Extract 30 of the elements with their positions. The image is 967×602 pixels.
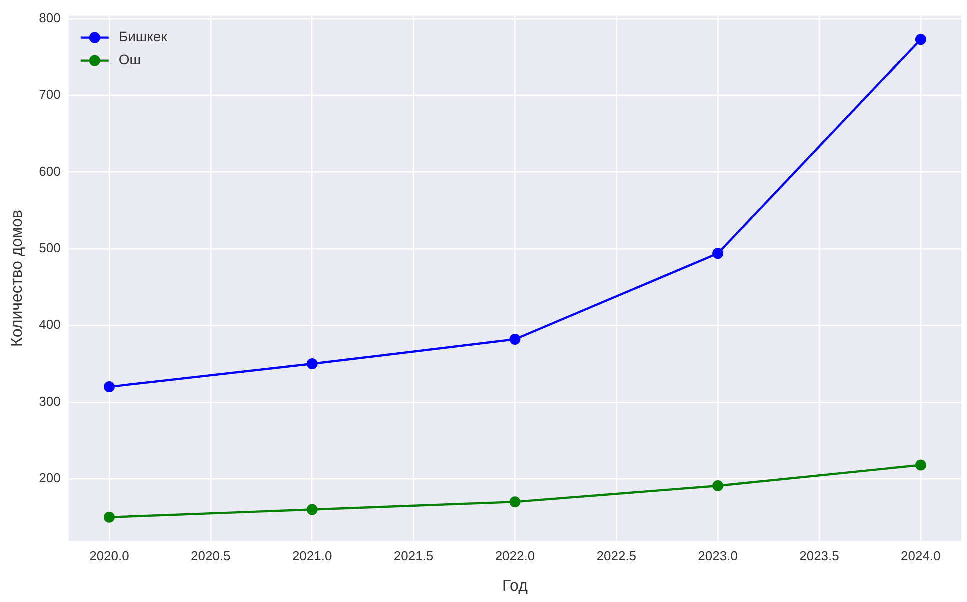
point bbox=[104, 382, 115, 393]
x-tick-label: 2023.5 bbox=[800, 548, 840, 564]
y-axis-title: Количество домов bbox=[9, 210, 26, 347]
x-tick-label: 2022.5 bbox=[596, 548, 637, 564]
point bbox=[915, 34, 926, 46]
point bbox=[510, 496, 521, 508]
y-tick-label: 700 bbox=[39, 87, 61, 102]
x-tick-label: 2020.5 bbox=[191, 548, 231, 564]
legend-label: Бишкек bbox=[118, 28, 168, 45]
y-tick-label: 600 bbox=[39, 164, 61, 179]
point bbox=[104, 512, 115, 523]
point bbox=[712, 248, 724, 260]
y-tick-label: 500 bbox=[39, 240, 61, 256]
x-tick-label: 2021.5 bbox=[394, 548, 434, 564]
x-tick-label: 2024.0 bbox=[901, 548, 941, 564]
x-tick-label: 2020.0 bbox=[90, 548, 130, 564]
point bbox=[306, 358, 318, 370]
y-tick-label: 200 bbox=[39, 470, 61, 486]
x-tick-label: 2021.0 bbox=[292, 548, 332, 564]
y-tick-label: 300 bbox=[39, 394, 61, 409]
point bbox=[306, 504, 318, 516]
point bbox=[510, 334, 521, 345]
point bbox=[915, 460, 926, 471]
x-tick-label: 2022.0 bbox=[495, 548, 536, 564]
point bbox=[712, 480, 724, 492]
y-tick-label: 400 bbox=[39, 317, 61, 332]
x-axis-title: Год bbox=[502, 578, 529, 595]
legend-label: Ош bbox=[118, 52, 142, 68]
x-tick-label: 2023.0 bbox=[698, 548, 738, 564]
y-tick-label: 800 bbox=[39, 10, 61, 26]
